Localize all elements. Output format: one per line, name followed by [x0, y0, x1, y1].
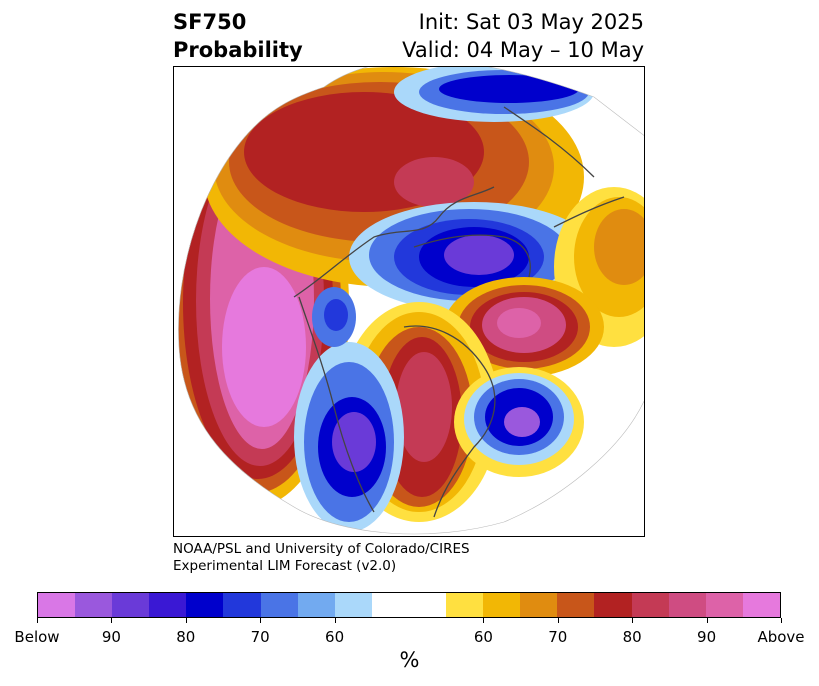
colorbar-tick-label: 60: [473, 628, 493, 646]
colorbar-swatch: [260, 593, 298, 617]
colorbar-tick-label: Above: [757, 628, 805, 646]
colorbar-swatch: [520, 593, 558, 617]
colorbar-swatch: [75, 593, 113, 617]
colorbar-swatch: [297, 593, 335, 617]
colorbar-swatch: [38, 593, 76, 617]
colorbar-tick-mark: [781, 618, 782, 623]
colorbar-unit-label: %: [399, 648, 420, 672]
colorbar-swatch: [705, 593, 743, 617]
colorbar-swatch: [334, 593, 372, 617]
colorbar-tick-mark: [260, 618, 262, 623]
colorbar-swatch: [112, 593, 150, 617]
colorbar-swatch: [557, 593, 595, 617]
colorbar-tick-label: 70: [548, 628, 568, 646]
colorbar-tick-label: Below: [14, 628, 60, 646]
colorbar-swatch: [668, 593, 706, 617]
colorbar-tick-mark: [185, 618, 187, 623]
forecast-map: [173, 66, 645, 537]
labrador-above-region: [444, 277, 604, 377]
colorbar-swatch: [483, 593, 521, 617]
colorbar-swatch: [223, 593, 261, 617]
colorbar-tick-label: 70: [250, 628, 270, 646]
colorbar-tick-mark: [632, 618, 634, 623]
atlantic-below-region: [454, 367, 584, 477]
colorbar-tick-mark: [37, 618, 38, 623]
map-title: SF750 Probability: [173, 10, 303, 62]
forecast-dates: Init: Sat 03 May 2025 Valid: 04 May – 10…: [402, 10, 644, 62]
colorbar-tick-mark: [334, 618, 336, 623]
colorbar-tick-label: 90: [101, 628, 121, 646]
credit-line-1: NOAA/PSL and University of Colorado/CIRE…: [173, 541, 470, 557]
colorbar-ticks: Below 90 80 70 60 60 70 80 90 Above: [0, 618, 819, 648]
credit-text: NOAA/PSL and University of Colorado/CIRE…: [173, 541, 470, 575]
colorbar-swatch: [408, 593, 447, 617]
credit-line-2: Experimental LIM Forecast (v2.0): [173, 558, 397, 574]
colorbar-tick-mark: [111, 618, 113, 623]
colorbar-tick-label: 80: [622, 628, 642, 646]
colorbar-swatch: [186, 593, 224, 617]
colorbar-tick-mark: [557, 618, 559, 623]
colorbar-swatch: [742, 593, 780, 617]
colorbar-tick-mark: [706, 618, 708, 623]
colorbar-swatch: [149, 593, 187, 617]
colorbar-swatch: [594, 593, 632, 617]
colorbar-swatch: [631, 593, 669, 617]
colorbar-tick-label: 90: [697, 628, 717, 646]
map-svg: [178, 67, 644, 535]
colorbar: [37, 592, 781, 618]
colorbar-tick-label: 60: [325, 628, 345, 646]
colorbar-tick-mark: [483, 618, 485, 623]
colorbar-tick-label: 80: [176, 628, 196, 646]
coastlines: [293, 106, 625, 518]
colorbar-swatch: [446, 593, 484, 617]
western-us-below-region: [294, 287, 404, 532]
colorbar-swatch: [371, 593, 409, 617]
